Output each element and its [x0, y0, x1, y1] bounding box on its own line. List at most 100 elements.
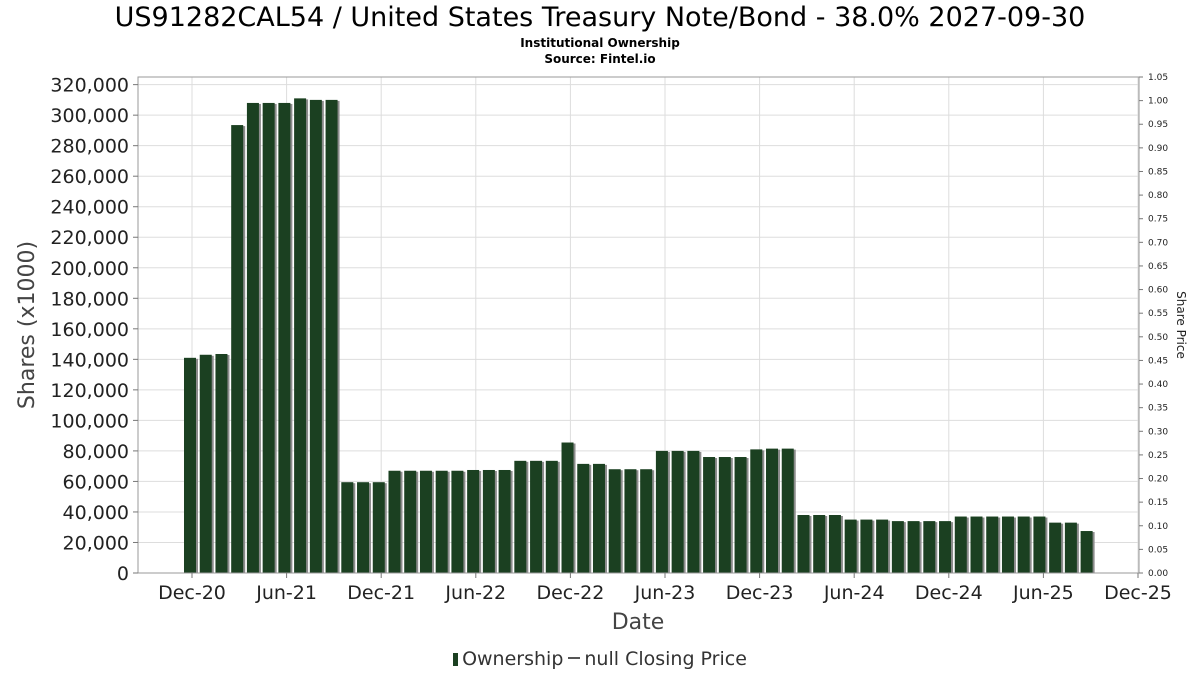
bar	[514, 460, 527, 573]
bar	[199, 354, 212, 573]
y-tick-label: 180,000	[50, 288, 129, 310]
bar	[671, 450, 684, 573]
bar	[545, 460, 558, 573]
bar	[498, 469, 511, 573]
bar	[970, 516, 983, 573]
bar	[184, 357, 196, 573]
y2-tick-label: 0.80	[1148, 191, 1168, 201]
bar	[640, 469, 653, 573]
bar	[1033, 516, 1046, 573]
bar	[718, 457, 731, 573]
bar	[797, 515, 810, 573]
bar	[624, 469, 637, 573]
y2-tick-label: 0.75	[1148, 215, 1168, 225]
bar	[388, 470, 401, 573]
bar	[435, 470, 448, 573]
bar	[592, 463, 605, 573]
y2-tick-label: 0.65	[1148, 262, 1168, 272]
y-axis-right: 0.00 0.05 0.10 0.15 0.20 0.25 0.30 0.35 0.40 0.45…	[1139, 73, 1168, 579]
bar	[262, 102, 275, 574]
y-tick-label: 280,000	[50, 136, 129, 158]
bar	[766, 448, 779, 573]
bar	[451, 470, 464, 573]
bar	[215, 353, 228, 573]
y-tick-label: 140,000	[50, 349, 129, 371]
y2-tick-label: 0.15	[1148, 498, 1168, 508]
y2-tick-label: 0.60	[1148, 286, 1168, 296]
x-axis-title: Date	[612, 610, 665, 635]
y2-tick-label: 1.05	[1148, 73, 1168, 83]
y-tick-label: 80,000	[63, 441, 129, 463]
bar	[860, 519, 873, 573]
legend-price-label: null Closing Price	[584, 648, 747, 670]
bar	[530, 460, 543, 573]
bar	[482, 469, 495, 573]
y-tick-label: 320,000	[50, 75, 129, 97]
bar	[1064, 522, 1077, 573]
bar	[891, 521, 904, 573]
y2-tick-label: 0.25	[1148, 451, 1168, 461]
y2-tick-label: 0.20	[1148, 475, 1168, 485]
bar	[687, 450, 700, 573]
y2-tick-label: 0.10	[1148, 522, 1168, 532]
legend-ownership-swatch	[453, 653, 459, 666]
bar	[939, 521, 952, 573]
x-tick-label: Jun-22	[444, 582, 506, 604]
y2-axis-title: Share Price	[1174, 291, 1188, 359]
bar	[750, 449, 763, 573]
y-tick-label: 40,000	[63, 502, 129, 524]
bar	[907, 521, 920, 573]
bar	[844, 519, 857, 573]
bar	[561, 442, 574, 573]
y-tick-label: 240,000	[50, 197, 129, 219]
y2-tick-label: 0.95	[1148, 120, 1168, 130]
x-tick-label: Dec-23	[726, 582, 794, 604]
y-axis-left: 0 20,000 40,000 60,000 80,000 100,000 120,000 1…	[50, 75, 138, 585]
bar	[1001, 516, 1014, 573]
bar	[734, 457, 747, 573]
y2-tick-label: 0.45	[1148, 356, 1168, 366]
bar	[781, 448, 794, 573]
bar	[294, 98, 307, 574]
x-tick-label: Dec-22	[536, 582, 604, 604]
y2-tick-label: 0.05	[1148, 545, 1168, 555]
bar	[341, 482, 354, 573]
y-tick-label: 100,000	[50, 410, 129, 432]
bar	[325, 99, 338, 574]
bar	[372, 482, 385, 573]
y-tick-label: 300,000	[50, 105, 129, 127]
x-axis: Dec-20 Jun-21 Dec-21 Jun-22 Dec-22 Jun-23 Dec-…	[158, 573, 1172, 604]
y-tick-label: 200,000	[50, 258, 129, 280]
bar	[813, 515, 826, 573]
y-tick-label: 60,000	[63, 471, 129, 493]
bar	[577, 463, 590, 573]
x-tick-label: Dec-20	[158, 582, 226, 604]
bars-layer	[184, 98, 1095, 574]
y-tick-label: 0	[117, 563, 129, 585]
bar	[703, 457, 716, 573]
bar	[923, 521, 936, 573]
x-tick-label: Dec-21	[347, 582, 415, 604]
chart-source: Source: Fintel.io	[544, 52, 656, 66]
bar	[278, 102, 291, 574]
x-tick-label: Jun-21	[255, 582, 317, 604]
bar	[357, 482, 370, 573]
y-tick-label: 120,000	[50, 380, 129, 402]
bar	[986, 516, 999, 573]
y-tick-label: 220,000	[50, 227, 129, 249]
bar	[246, 102, 259, 574]
x-tick-label: Jun-25	[1012, 582, 1074, 604]
bar	[309, 99, 322, 574]
legend-price-line	[568, 657, 581, 659]
y2-tick-label: 1.00	[1148, 97, 1168, 107]
x-tick-label: Jun-23	[634, 582, 696, 604]
bar	[1080, 531, 1093, 573]
bar	[467, 469, 480, 573]
bar	[828, 515, 841, 573]
x-tick-label: Dec-25	[1104, 582, 1172, 604]
y2-tick-label: 0.70	[1148, 238, 1168, 248]
y-tick-label: 160,000	[50, 319, 129, 341]
y2-tick-label: 0.35	[1148, 404, 1168, 414]
y2-tick-label: 0.30	[1148, 427, 1168, 437]
